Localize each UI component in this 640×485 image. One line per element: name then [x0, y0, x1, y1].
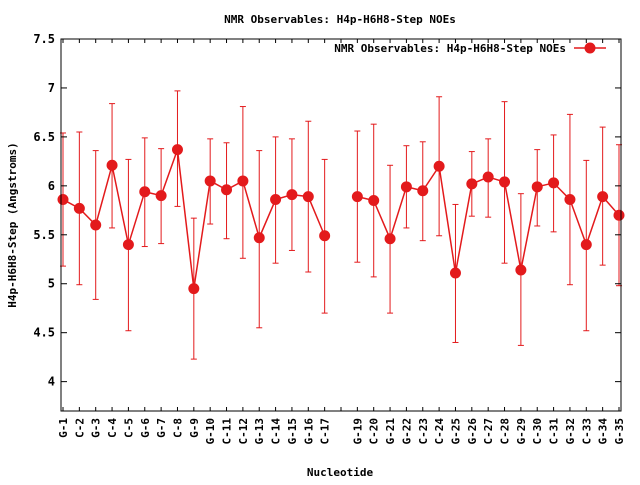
data-point — [57, 194, 69, 206]
x-tick-label: C-11 — [221, 418, 234, 445]
data-point — [449, 267, 461, 279]
data-point — [270, 194, 282, 206]
legend: NMR Observables: H4p-H6H8-Step NOEs — [334, 42, 606, 55]
y-tick-label: 4 — [48, 375, 55, 389]
data-point — [106, 159, 118, 171]
x-tick-label: C-12 — [237, 418, 250, 445]
x-tick-label: G-21 — [384, 418, 397, 445]
x-tick-label: G-32 — [564, 418, 577, 445]
x-tick-label: C-33 — [580, 418, 593, 445]
y-tick-label: 5 — [48, 277, 55, 291]
data-point — [531, 181, 543, 193]
x-tick-label: G-13 — [253, 418, 266, 445]
data-point — [171, 144, 183, 156]
data-point — [433, 160, 445, 172]
x-tick-label: C-23 — [417, 418, 430, 445]
y-tick-label: 6 — [48, 179, 55, 193]
x-tick-label: C-20 — [368, 418, 381, 445]
x-tick-label: G-6 — [139, 418, 152, 438]
data-point — [286, 189, 298, 201]
x-tick-label: G-35 — [613, 418, 626, 445]
data-point — [482, 171, 494, 183]
data-point — [139, 186, 151, 198]
data-point — [368, 195, 380, 207]
y-tick-label: 7 — [48, 81, 55, 95]
x-tick-label: G-25 — [449, 418, 462, 445]
data-point — [417, 185, 429, 197]
y-tick-label: 5.5 — [33, 228, 55, 242]
x-tick-label: G-16 — [302, 418, 315, 445]
legend-marker — [584, 42, 596, 54]
x-tick-label: C-4 — [106, 418, 119, 438]
data-point — [188, 283, 200, 295]
chart-title: NMR Observables: H4p-H6H8-Step NOEs — [224, 13, 456, 26]
y-axis-label: H4p-H6H8-Step (Angstroms) — [6, 142, 19, 308]
x-tick-label: C-24 — [433, 418, 446, 445]
x-tick-label: G-19 — [351, 418, 364, 445]
data-point — [466, 178, 478, 190]
x-tick-label: G-9 — [188, 418, 201, 438]
data-point — [384, 233, 396, 245]
x-tick-label: C-30 — [531, 418, 544, 445]
data-point — [351, 191, 363, 203]
data-point — [319, 230, 331, 242]
x-tick-label: C-17 — [319, 418, 332, 445]
data-point — [515, 264, 527, 276]
data-point — [302, 191, 314, 203]
x-tick-label: C-2 — [73, 418, 86, 438]
data-point — [253, 232, 265, 244]
data-point — [499, 176, 511, 188]
legend-label: NMR Observables: H4p-H6H8-Step NOEs — [334, 42, 566, 55]
y-tick-label: 7.5 — [33, 32, 55, 46]
x-tick-label: G-29 — [515, 418, 528, 445]
data-point — [400, 181, 412, 193]
x-tick-label: G-1 — [57, 418, 70, 438]
data-point — [204, 175, 216, 187]
data-point — [580, 239, 592, 251]
data-point — [155, 190, 167, 202]
data-point — [122, 239, 134, 251]
x-tick-label: C-31 — [548, 418, 561, 445]
x-tick-label: C-14 — [270, 418, 283, 445]
x-tick-label: G-34 — [597, 418, 610, 445]
x-tick-label: G-26 — [466, 418, 479, 445]
data-point — [613, 209, 625, 221]
data-point — [564, 194, 576, 206]
x-tick-label: C-5 — [122, 418, 135, 438]
data-point — [221, 184, 233, 196]
data-point — [237, 175, 249, 187]
data-point — [73, 202, 85, 214]
x-tick-label: G-7 — [155, 418, 168, 438]
data-point — [548, 177, 560, 189]
x-tick-label: G-15 — [286, 418, 299, 445]
x-tick-label: G-22 — [400, 418, 413, 445]
x-tick-label: C-28 — [499, 418, 512, 445]
y-tick-label: 6.5 — [33, 130, 55, 144]
x-tick-label: G-3 — [90, 418, 103, 438]
x-tick-label: G-10 — [204, 418, 217, 445]
x-tick-label: C-27 — [482, 418, 495, 445]
x-axis-label: Nucleotide — [307, 466, 374, 479]
x-tick-label: C-8 — [171, 418, 184, 438]
data-point — [597, 191, 609, 203]
data-point — [90, 219, 102, 231]
y-tick-label: 4.5 — [33, 326, 55, 340]
